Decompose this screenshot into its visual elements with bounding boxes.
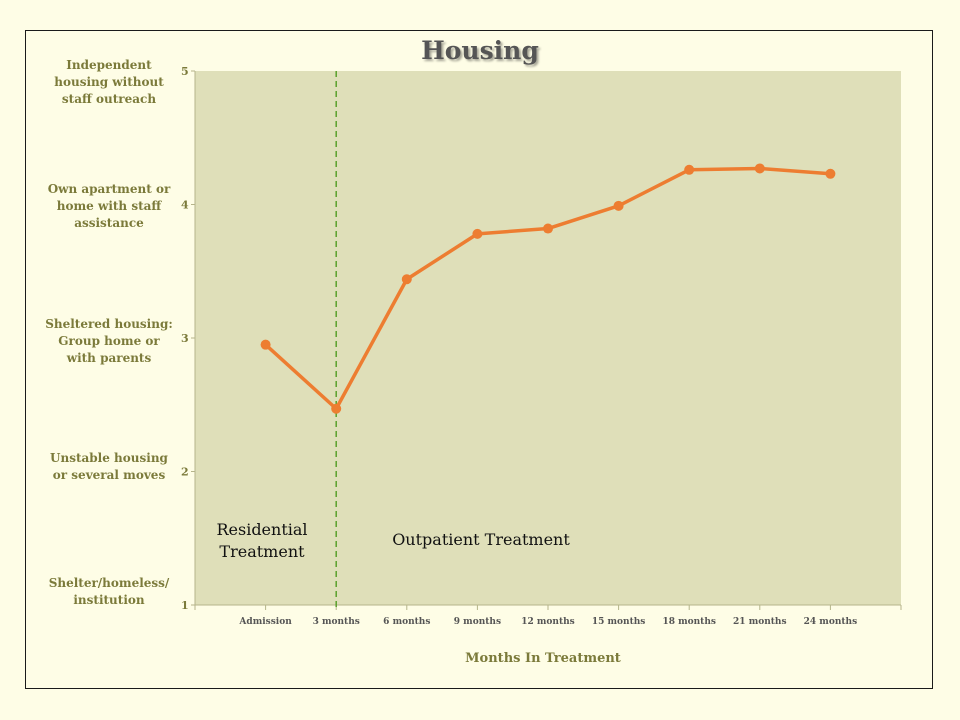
y-tick-label: 3: [181, 332, 189, 345]
y-tick-label: 5: [181, 65, 189, 78]
y-category-label-5: Independent housing without staff outrea…: [54, 58, 164, 106]
x-tick-label: 6 months: [383, 617, 430, 627]
plot-area: [195, 71, 901, 605]
data-point: [684, 164, 695, 175]
x-tick-label: 18 months: [662, 617, 716, 627]
x-tick-label: 24 months: [804, 617, 858, 627]
chart-title: Housing: [421, 36, 539, 65]
y-tick-group: 1 2 3 4 5: [181, 65, 195, 612]
x-tick-group: Admission 3 months 6 months 9 months 12 mont…: [194, 605, 902, 627]
residential-treatment-label: Residential Treatment: [216, 520, 308, 561]
y-tick-label: 2: [181, 466, 189, 479]
y-category-label-1: Shelter/homeless/ institution: [48, 576, 170, 607]
y-tick-label: 4: [181, 199, 189, 212]
data-point: [472, 228, 483, 239]
data-point: [825, 168, 836, 179]
data-point: [543, 223, 553, 234]
x-tick-label: 9 months: [454, 617, 501, 627]
y-category-label-2: Unstable housing or several moves: [50, 451, 168, 482]
outpatient-treatment-label: Outpatient Treatment: [392, 530, 570, 549]
x-axis-title: Months In Treatment: [465, 651, 621, 666]
data-point: [401, 274, 412, 285]
data-point-group: [260, 163, 836, 414]
x-tick-label: 21 months: [733, 617, 787, 627]
x-tick-label: 12 months: [521, 617, 575, 627]
data-point: [613, 200, 624, 211]
y-category-label-3: Sheltered housing: Group home or with pa…: [45, 317, 173, 365]
data-point: [331, 403, 342, 414]
y-category-label-4: Own apartment or home with staff assista…: [47, 182, 171, 230]
data-point: [260, 339, 271, 350]
x-tick-label: 15 months: [592, 617, 646, 627]
x-tick-label: Admission: [238, 617, 292, 627]
data-point: [754, 163, 765, 174]
x-tick-label: 3 months: [313, 617, 360, 627]
y-tick-label: 1: [181, 599, 189, 612]
